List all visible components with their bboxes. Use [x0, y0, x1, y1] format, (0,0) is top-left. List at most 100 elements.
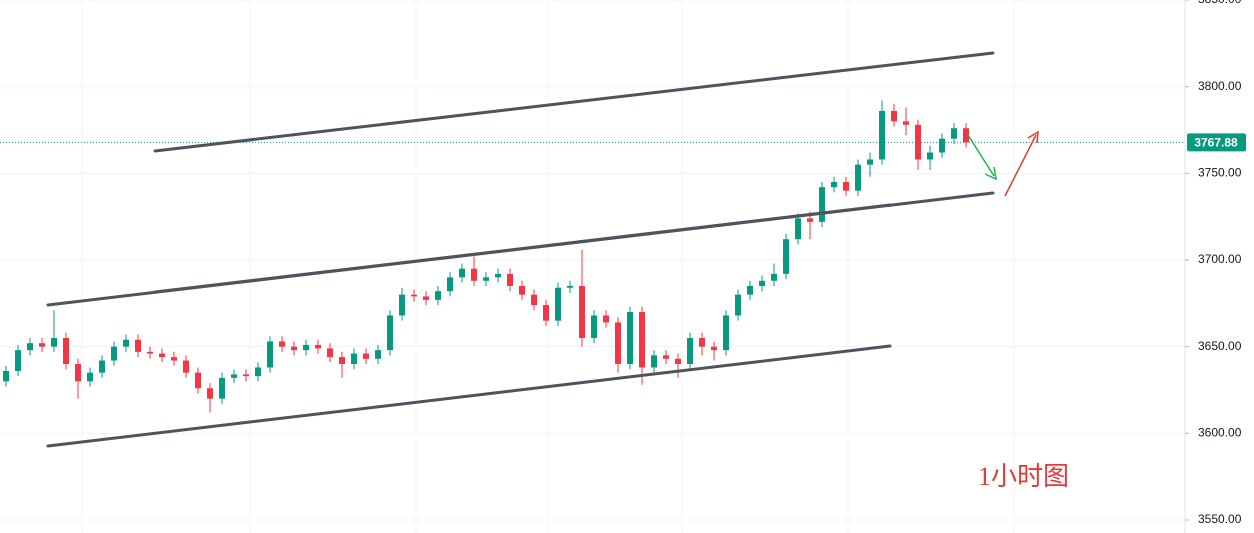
candle-body: [759, 280, 765, 286]
candle-body: [591, 315, 597, 338]
candle-body: [819, 187, 825, 222]
candle-body: [327, 348, 333, 358]
candle-body: [351, 353, 357, 364]
candle-body: [867, 159, 873, 165]
candle-body: [399, 294, 405, 316]
y-tick-label: 3550.00: [1198, 512, 1242, 526]
candle-body: [639, 312, 645, 368]
candle-body: [3, 370, 9, 382]
candle-body: [363, 353, 369, 359]
candle-body: [951, 128, 957, 139]
candle-body: [255, 367, 261, 377]
candle-body: [807, 218, 813, 222]
candle-body: [219, 377, 225, 399]
annotation: 1小时图: [978, 462, 1069, 491]
candle-body: [315, 344, 321, 349]
candle-body: [963, 128, 969, 143]
candle-body: [279, 341, 285, 347]
candle-body: [447, 277, 453, 292]
y-tick-label: 3800.00: [1198, 79, 1242, 93]
candle-body: [459, 268, 465, 278]
candle-body: [507, 273, 513, 286]
candle-body: [51, 338, 57, 347]
candle-body: [27, 343, 33, 351]
candle-body: [171, 357, 177, 361]
candle-body: [75, 364, 81, 382]
candle-body: [939, 138, 945, 153]
candle-body: [123, 339, 129, 347]
candle-body: [495, 273, 501, 278]
candle-body: [531, 294, 537, 306]
candle-body: [615, 322, 621, 364]
candle-body: [411, 294, 417, 297]
candle-body: [663, 355, 669, 359]
candle-body: [543, 305, 549, 321]
candle-body: [687, 338, 693, 364]
candle-body: [567, 286, 573, 288]
candle-body: [195, 372, 201, 389]
y-tick-label: 3850.00: [1198, 0, 1242, 6]
candle-body: [627, 312, 633, 364]
candle-body: [711, 346, 717, 351]
candle-body: [147, 351, 153, 354]
candle-body: [699, 338, 705, 347]
candle-body: [783, 239, 789, 274]
up-arrow: [1004, 130, 1039, 197]
candle-body: [231, 374, 237, 378]
candle-body: [891, 110, 897, 122]
candle-body: [579, 286, 585, 338]
candle-body: [63, 338, 69, 364]
y-tick-label: 3750.00: [1198, 166, 1242, 180]
candle-body: [795, 218, 801, 240]
candle-body: [831, 182, 837, 188]
candle-body: [735, 294, 741, 316]
candle-body: [843, 182, 849, 191]
trend-line: [153, 51, 995, 153]
trend-lines: [46, 51, 995, 448]
arrows: [967, 130, 1039, 197]
candle-body: [915, 124, 921, 160]
candle-body: [267, 341, 273, 368]
candles: [3, 100, 969, 413]
grid: [0, 0, 1185, 521]
candle-body: [135, 339, 141, 352]
candle-body: [387, 315, 393, 351]
candle-body: [879, 110, 885, 160]
candle-body: [471, 268, 477, 281]
candle-body: [603, 315, 609, 323]
candle-body: [183, 360, 189, 373]
candle-body: [927, 152, 933, 160]
last-price-label: 3767.88: [1194, 136, 1238, 150]
price-axis: 3550.00 3600.00 3650.00 3700.00 3750.00 3800.…: [1185, 0, 1246, 526]
y-tick-label: 3650.00: [1198, 339, 1242, 353]
candle-body: [423, 296, 429, 300]
candle-body: [207, 388, 213, 399]
vertical-grid: [81, 0, 1015, 533]
last-price-box: [1187, 133, 1246, 152]
candle-body: [87, 372, 93, 382]
candle-body: [747, 286, 753, 295]
trend-line: [153, 203, 892, 294]
candle-body: [15, 350, 21, 371]
candle-body: [243, 374, 249, 377]
candle-body: [903, 121, 909, 125]
candle-body: [771, 273, 777, 281]
candle-body: [375, 350, 381, 359]
candle-body: [39, 343, 45, 347]
candle-body: [555, 287, 561, 321]
candle-body: [855, 164, 861, 191]
candle-body: [99, 360, 105, 373]
candle-body: [483, 277, 489, 281]
candle-body: [159, 353, 165, 358]
trend-line: [46, 344, 892, 448]
candle-body: [291, 346, 297, 351]
candle-body: [651, 355, 657, 368]
candle-body: [675, 358, 681, 364]
y-tick-label: 3600.00: [1198, 426, 1242, 440]
candle-body: [303, 344, 309, 351]
candle-body: [519, 286, 525, 295]
down-arrow: [967, 134, 997, 181]
candle-body: [339, 357, 345, 364]
